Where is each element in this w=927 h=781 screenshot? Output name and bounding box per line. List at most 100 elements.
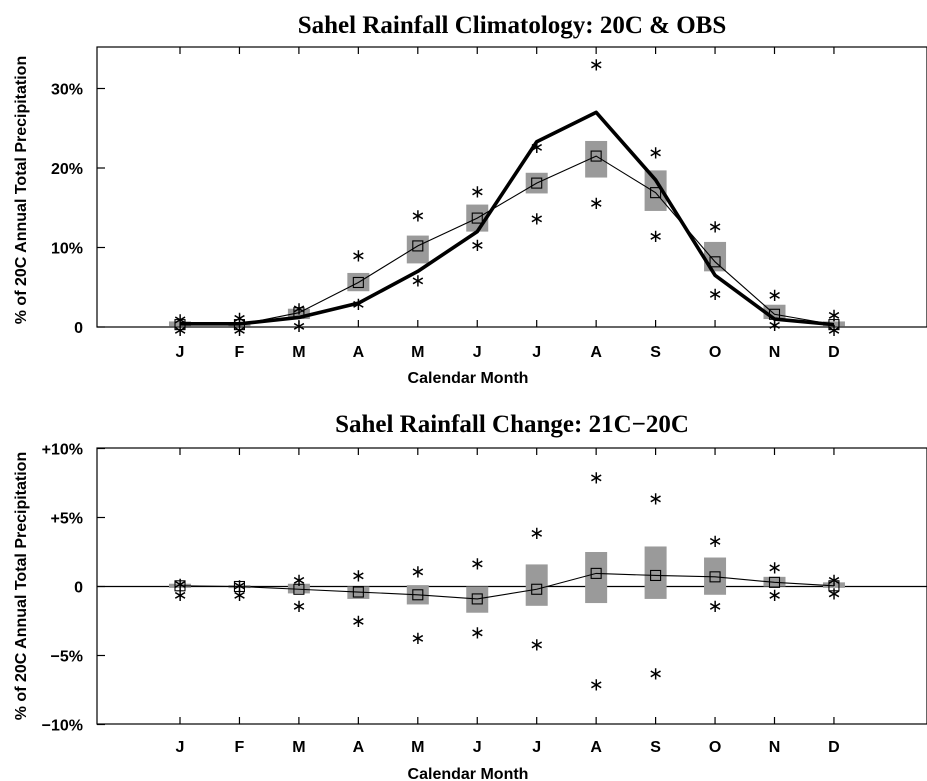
y-tick-label: +10% <box>42 442 83 459</box>
y-tick-label: 30% <box>51 82 83 99</box>
x-tick-label: N <box>769 344 781 361</box>
x-tick-label: J <box>532 344 541 361</box>
min-marker: ∗ <box>826 320 841 341</box>
x-tick-label: D <box>828 739 840 756</box>
mean-marker <box>233 319 245 331</box>
min-marker: ∗ <box>470 235 485 256</box>
plot-marks: 010%20%30%J F M A M J J A S O N D∗ ∗ ∗∗∗∗∗∗∗∗∗∗∗ ∗ ∗∗∗∗… <box>51 47 845 361</box>
min-marker: ∗ <box>291 316 306 337</box>
mean-marker <box>293 307 305 319</box>
spread-box <box>822 582 845 588</box>
x-tick-label: D <box>828 344 840 361</box>
min-marker: ∗ <box>410 628 425 649</box>
min-marker: ∗ <box>172 585 187 606</box>
max-marker: ∗ <box>589 54 604 75</box>
x-tick-label: F <box>235 739 245 756</box>
max-marker: ∗ <box>291 570 306 591</box>
max-marker: ∗ <box>232 575 247 596</box>
mean-marker <box>531 177 543 189</box>
min-marker: ∗ <box>529 635 544 656</box>
thick-series-line <box>180 110 835 327</box>
min-marker: ∗ <box>351 294 366 315</box>
x-tick-label: J <box>473 739 482 756</box>
max-marker: ∗ <box>291 299 306 320</box>
min-marker: ∗ <box>351 611 366 632</box>
mean-marker <box>768 308 781 320</box>
min-marker: ∗ <box>291 596 306 617</box>
x-axis-label: Calendar Month <box>408 370 529 387</box>
y-tick-label: 0 <box>74 320 83 337</box>
max-marker: ∗ <box>648 488 663 509</box>
min-marker: ∗ <box>708 596 723 617</box>
min-marker: ∗ <box>232 585 247 606</box>
spread-box <box>525 564 548 606</box>
chart-title: Sahel Rainfall Climatology: 20C & OBS <box>298 12 727 39</box>
min-marker: ∗ <box>410 271 425 292</box>
min-marker: ∗ <box>648 226 663 247</box>
min-marker: ∗ <box>648 664 663 685</box>
max-marker: ∗ <box>410 206 425 227</box>
x-tick-label: M <box>411 344 424 361</box>
x-tick-label: S <box>650 344 661 361</box>
plot-marks: +10%+5%0−5%−10%J F M A M J J A S O N D∗ ∗ ∗ ∗ ∗ ∗∗∗∗∗∗∗∗… <box>42 442 927 756</box>
max-marker: ∗ <box>232 308 247 329</box>
chart-change: Sahel Rainfall Change: 21C−20C Calendar … <box>13 411 927 781</box>
plot-frame <box>96 46 927 328</box>
chart-climatology: Sahel Rainfall Climatology: 20C & OBS Ca… <box>13 12 927 387</box>
chart-title: Sahel Rainfall Change: 21C−20C <box>335 411 689 438</box>
x-tick-label: A <box>353 344 365 361</box>
max-marker: ∗ <box>708 217 723 238</box>
mean-series-line <box>180 155 835 326</box>
mean-marker <box>590 567 602 579</box>
x-tick-label: S <box>650 739 661 756</box>
min-marker: ∗ <box>470 622 485 643</box>
min-marker: ∗ <box>589 675 604 696</box>
min-marker: ∗ <box>826 584 841 605</box>
x-tick-label: M <box>411 739 424 756</box>
max-marker: ∗ <box>470 553 485 574</box>
max-marker: ∗ <box>767 285 782 306</box>
mean-marker <box>174 580 186 592</box>
min-marker: ∗ <box>589 193 604 214</box>
max-marker: ∗ <box>351 245 366 266</box>
max-marker: ∗ <box>708 531 723 552</box>
mean-marker <box>233 580 245 593</box>
x-tick-label: O <box>709 739 721 756</box>
x-tick-label: J <box>532 739 541 756</box>
x-tick-label: N <box>769 739 781 756</box>
max-marker: ∗ <box>589 468 604 489</box>
spread-box <box>585 140 608 178</box>
min-marker: ∗ <box>708 284 723 305</box>
x-tick-label: A <box>353 739 365 756</box>
spread-box <box>644 546 667 599</box>
max-marker: ∗ <box>826 570 841 591</box>
spread-box <box>585 552 608 604</box>
mean-marker <box>531 583 543 595</box>
max-marker: ∗ <box>351 566 366 587</box>
max-marker: ∗ <box>470 182 485 203</box>
max-marker: ∗ <box>410 562 425 583</box>
min-marker: ∗ <box>767 315 782 336</box>
spread-box <box>466 586 489 613</box>
x-axis-label: Calendar Month <box>408 766 529 781</box>
mean-marker <box>471 212 483 224</box>
mean-marker <box>174 319 186 331</box>
spread-box <box>644 170 667 211</box>
max-marker: ∗ <box>767 557 782 578</box>
min-marker: ∗ <box>529 209 544 230</box>
max-marker: ∗ <box>529 523 544 544</box>
mean-marker <box>412 240 424 252</box>
spread-box <box>704 557 727 595</box>
mean-series-line <box>179 572 834 600</box>
y-tick-label: 20% <box>51 161 83 178</box>
y-tick-label: −5% <box>51 649 83 666</box>
max-marker: ∗ <box>172 310 187 331</box>
mean-marker <box>471 593 483 605</box>
mean-marker <box>590 150 602 162</box>
spread-box <box>763 576 786 587</box>
max-marker: ∗ <box>826 305 841 326</box>
y-tick-label: +5% <box>51 511 83 528</box>
mean-marker <box>650 187 662 199</box>
mean-marker <box>352 586 364 598</box>
